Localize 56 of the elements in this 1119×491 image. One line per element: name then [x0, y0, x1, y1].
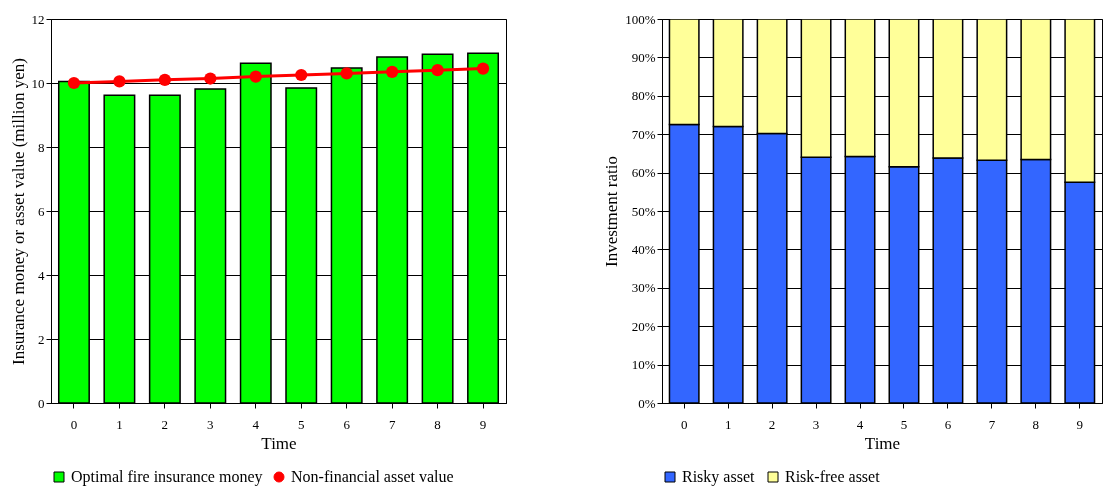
x-tick-label: 6 — [343, 416, 351, 432]
point — [67, 76, 81, 90]
y-tick-label: 40% — [631, 241, 656, 257]
point — [340, 67, 353, 80]
x-tick-label: 9 — [479, 416, 487, 432]
x-tick-label: 1 — [724, 416, 732, 432]
x-tick-label: 2 — [161, 416, 169, 432]
x-tick-label: 0 — [680, 416, 688, 432]
y-tick-label: 30% — [631, 280, 656, 296]
point — [249, 70, 262, 83]
y-tick-label: 0% — [638, 395, 656, 411]
legend-label: Risky asset — [682, 468, 755, 486]
x-tick-label: 0 — [70, 416, 78, 432]
x-tick-label: 3 — [207, 416, 214, 432]
x-tick-label: 2 — [768, 416, 776, 432]
x-tick-label: 7 — [388, 416, 396, 432]
x-tick-label: 3 — [812, 416, 820, 432]
point — [431, 64, 444, 77]
y-tick-label: 70% — [631, 126, 656, 142]
x-axis-title: Time — [261, 433, 297, 453]
y-tick-label: 12 — [31, 11, 45, 27]
x-tick-label: 4 — [856, 416, 864, 432]
point — [158, 73, 171, 86]
y-tick-label: 80% — [631, 88, 656, 104]
x-tick-label: 1 — [116, 416, 123, 432]
y-tick-label: 60% — [631, 165, 656, 181]
point — [295, 68, 308, 82]
x-tick-label: 9 — [1076, 416, 1084, 432]
y-tick-label: 0 — [38, 395, 45, 411]
legend-label: Optimal fire insurance money — [71, 468, 263, 486]
y-tick-label: 2 — [38, 331, 45, 347]
x-tick-label: 5 — [297, 416, 305, 432]
y-tick-label: 50% — [631, 203, 656, 219]
x-axis-title: Time — [864, 433, 901, 453]
y-tick-label: 20% — [631, 318, 656, 334]
y-tick-label: 6 — [38, 203, 45, 219]
y-tick-label: 10 — [31, 75, 45, 91]
y-tick-label: 90% — [631, 49, 656, 65]
y-tick-label: 8 — [38, 139, 45, 155]
x-tick-label: 8 — [434, 416, 441, 432]
x-tick-label: 8 — [1032, 416, 1040, 432]
point — [386, 65, 399, 78]
legend-label: Non-financial asset value — [291, 468, 454, 485]
y-axis-title: Insurance money or asset value (million yen) — [8, 58, 28, 365]
y-tick-label: 4 — [38, 267, 45, 283]
point — [204, 72, 217, 85]
x-tick-label: 5 — [900, 416, 908, 432]
point — [113, 75, 126, 88]
x-tick-label: 7 — [988, 416, 996, 432]
x-tick-label: 6 — [944, 416, 952, 432]
y-tick-label: 100% — [625, 11, 656, 27]
y-tick-label: 10% — [631, 357, 656, 373]
legend-label: Risk-free asset — [785, 468, 881, 485]
x-tick-label: 4 — [252, 416, 260, 432]
y-axis-title: Investment ratio — [602, 156, 622, 267]
point — [476, 62, 490, 75]
